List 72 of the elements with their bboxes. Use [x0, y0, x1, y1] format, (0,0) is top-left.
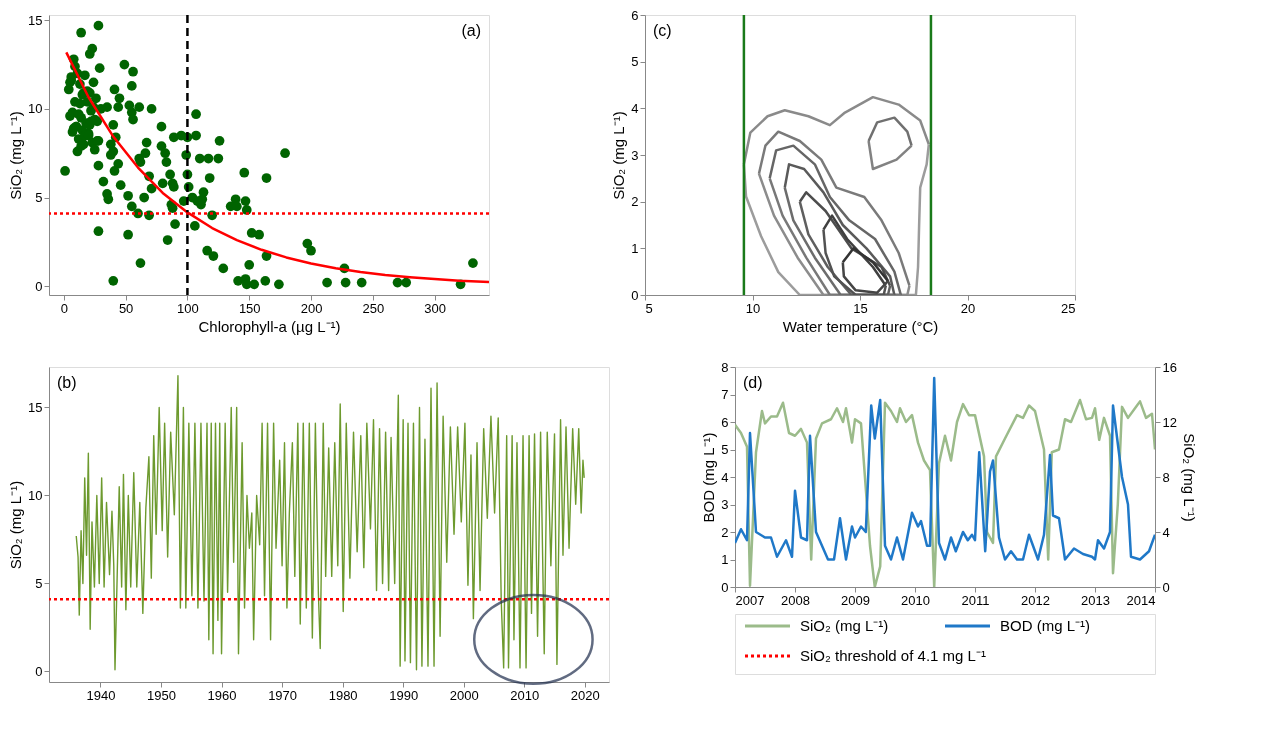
- x-tick-label: 2007: [735, 592, 765, 608]
- y-tick-label: 15: [28, 12, 43, 28]
- y-tick-label: 15: [28, 399, 43, 415]
- legend-label: SiO₂ (mg L⁻¹): [800, 617, 889, 634]
- x-tick-label: 2010: [510, 687, 540, 703]
- x-tick-label: 20: [960, 300, 976, 316]
- y-tick-label: 2: [721, 524, 729, 540]
- y-tick-label: 5: [35, 190, 43, 206]
- x-tick-label: 2010: [901, 592, 930, 608]
- x-tick-label: 250: [362, 300, 385, 316]
- y-tick-label: 3: [721, 497, 729, 512]
- y-tick-label: 0: [721, 579, 729, 595]
- y-tick-label: 6: [631, 7, 639, 23]
- annotation: (b): [57, 374, 77, 391]
- y-axis-title: BOD (mg L⁻¹): [700, 432, 718, 523]
- x-tick-label: 2013: [1081, 592, 1110, 608]
- x-tick-label: 1960: [207, 687, 237, 703]
- x-tick-label: 50: [118, 300, 134, 316]
- y-tick-label: 4: [721, 469, 729, 485]
- y-tick-label: 7: [721, 387, 729, 402]
- y-tick-label: 0: [35, 663, 43, 679]
- y-tick-label: 1: [721, 552, 729, 567]
- y-axis-title: SiO₂ (mg L⁻¹): [610, 111, 628, 200]
- y2-tick-label: 0: [1162, 579, 1170, 595]
- x-tick-label: 1950: [147, 687, 176, 703]
- x-tick-label: 300: [424, 300, 446, 316]
- x-tick-label: 2000: [449, 687, 479, 703]
- y-tick-label: 0: [631, 287, 639, 303]
- y-tick-label: 8: [721, 359, 729, 375]
- x-tick-label: 0: [60, 300, 68, 316]
- x-tick-label: 1940: [86, 687, 116, 703]
- y2-tick-label: 8: [1162, 469, 1170, 485]
- annotation: (d): [743, 374, 763, 391]
- y2-tick-label: 12: [1162, 414, 1177, 430]
- y2-tick-label: 4: [1162, 524, 1170, 540]
- y-tick-label: 1: [631, 240, 639, 256]
- y-tick-label: 10: [28, 101, 43, 117]
- y-tick-label: 5: [631, 54, 639, 70]
- x-tick-label: 100: [177, 300, 199, 316]
- legend-label: SiO₂ threshold of 4.1 mg L⁻¹: [800, 647, 986, 664]
- y-tick-label: 5: [35, 575, 43, 591]
- x-tick-label: 2009: [841, 592, 870, 608]
- y-tick-label: 0: [35, 278, 43, 294]
- x-tick-label: 2008: [781, 592, 810, 608]
- x-tick-label: 200: [300, 300, 323, 316]
- x-tick-label: 5: [645, 300, 653, 316]
- legend-label: BOD (mg L⁻¹): [1000, 617, 1091, 634]
- y2-axis-title: SiO₂ (mg L⁻¹): [1180, 433, 1198, 522]
- x-tick-label: 2012: [1021, 592, 1050, 608]
- x-tick-label: 25: [1061, 300, 1076, 316]
- x-tick-label: 2011: [961, 592, 990, 608]
- x-tick-label: 2020: [570, 687, 600, 703]
- x-tick-label: 15: [853, 300, 868, 316]
- y-tick-label: 2: [631, 194, 639, 210]
- y-tick-label: 5: [721, 442, 729, 457]
- x-axis-title: Water temperature (°C): [782, 317, 939, 335]
- y-axis-title: SiO₂ (mg L⁻¹): [7, 480, 25, 570]
- x-tick-label: 1970: [268, 687, 298, 703]
- y2-tick-label: 16: [1162, 359, 1177, 375]
- annotation: (a): [461, 22, 481, 39]
- x-tick-label: 2014: [1126, 592, 1156, 608]
- x-tick-label: 150: [238, 300, 261, 316]
- y-tick-label: 4: [631, 100, 639, 116]
- y-tick-label: 6: [721, 414, 729, 430]
- annotation: (c): [653, 22, 672, 39]
- y-axis-title: SiO₂ (mg L⁻¹): [7, 111, 25, 200]
- y-tick-label: 3: [631, 147, 639, 163]
- y-tick-label: 10: [28, 487, 43, 503]
- x-tick-label: 1990: [389, 687, 419, 703]
- x-tick-label: 10: [745, 300, 761, 316]
- x-tick-label: 1980: [328, 687, 358, 703]
- x-axis-title: Chlorophyll-a (µg L⁻¹): [198, 317, 341, 335]
